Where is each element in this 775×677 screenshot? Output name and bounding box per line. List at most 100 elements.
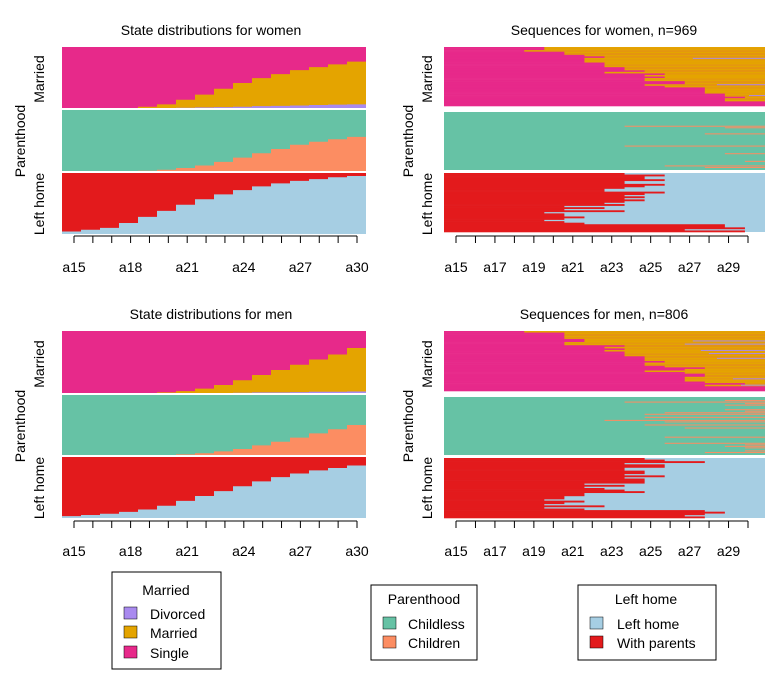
legend-label-with-parents: With parents — [617, 635, 696, 651]
sequence-with-parents — [444, 476, 625, 479]
legend-swatch-left-home — [589, 616, 604, 630]
men-sequence-x-axis: a15 a17 a19 a21 a23 a25 a27 a29 — [444, 520, 749, 559]
sequence-with-parents — [444, 499, 545, 501]
sequence-with-parents — [444, 177, 645, 180]
sequence-married — [704, 90, 765, 93]
sequence-married — [704, 88, 765, 91]
x-tick-label: a27 — [289, 259, 313, 275]
sequence-children — [644, 413, 765, 415]
sequence-single — [444, 362, 765, 365]
sequence-married — [704, 375, 765, 378]
sequence-with-parents — [444, 470, 645, 473]
sequence-with-parents — [444, 216, 585, 219]
sequence-with-parents — [444, 503, 545, 506]
sequence-married — [544, 47, 765, 49]
sequence-married — [684, 82, 765, 85]
sequence-children — [664, 412, 765, 414]
x-tick-label: a19 — [522, 259, 546, 275]
sequence-married — [564, 334, 765, 337]
sequence-with-parents — [444, 513, 705, 516]
men-sequence-plot — [444, 331, 765, 519]
sequence-married — [564, 342, 765, 344]
sequence-with-parents — [444, 465, 665, 468]
sequence-children — [744, 410, 765, 412]
sequence-children — [664, 421, 765, 423]
sequence-single — [444, 98, 765, 101]
area-married — [62, 348, 366, 393]
sequence-children — [664, 436, 765, 438]
legend-swatch-childless — [382, 616, 397, 630]
sequence-single — [444, 348, 765, 351]
sequence-married — [584, 59, 765, 62]
sequence-married — [624, 345, 765, 348]
sequence-single — [444, 378, 765, 381]
sequence-children — [744, 447, 765, 449]
sequence-single — [444, 384, 765, 387]
channel-label-married: Married — [419, 340, 435, 387]
sequence-with-parents — [444, 204, 625, 206]
area-divorced — [62, 104, 366, 108]
x-tick-label: a17 — [483, 259, 507, 275]
sequence-with-parents — [444, 230, 745, 233]
x-tick-label: a30 — [345, 259, 369, 275]
women-sequence-panel: Sequences for women, n=969 Married Paren… — [400, 22, 765, 275]
sequence-married — [644, 364, 765, 367]
sequence-with-parents — [444, 488, 605, 490]
sequence-married — [704, 87, 765, 90]
sequence-children — [644, 416, 765, 418]
legend-swatch-married — [123, 625, 138, 639]
sequence-children — [624, 125, 765, 127]
sequence-single — [444, 357, 765, 360]
sequence-married — [644, 70, 765, 73]
channel-label-married: Married — [31, 55, 47, 102]
sequence-divorced — [716, 84, 765, 86]
sequence-single — [444, 367, 765, 370]
sequence-children — [744, 444, 765, 446]
legend-married: Married Divorced Married Single — [111, 571, 222, 670]
sequence-married — [584, 60, 765, 63]
sequence-married — [564, 337, 765, 340]
sequence-single — [444, 73, 765, 76]
men-state-distribution-x-axis: a15 a18 a21 a24 a27 a30 — [62, 520, 369, 559]
women-sequence-x-axis: a15 a17 a19 a21 a23 a25 a27 a29 — [444, 235, 749, 275]
x-tick-label: a21 — [176, 543, 200, 559]
sequence-single — [444, 79, 765, 82]
sequence-married — [604, 346, 765, 349]
sequence-children — [724, 153, 765, 155]
sequence-married — [624, 68, 765, 71]
sequence-married — [564, 332, 765, 335]
x-tick-label: a21 — [561, 259, 585, 275]
sequence-married — [524, 50, 765, 52]
sequence-single — [444, 76, 765, 79]
sequence-single — [444, 364, 765, 367]
sequence-married — [604, 62, 765, 65]
legend-parenthood-title: Parenthood — [388, 591, 460, 607]
sequence-single — [444, 90, 765, 93]
sequence-married — [704, 381, 765, 384]
channel-label-left-home: Left home — [419, 173, 435, 235]
sequence-children — [624, 401, 765, 403]
sequence-children — [704, 166, 765, 168]
sequence-children — [724, 404, 765, 406]
sequence-with-parents — [444, 179, 665, 182]
sequence-with-parents — [444, 188, 605, 191]
sequence-single — [444, 372, 765, 374]
sequence-with-parents — [444, 200, 625, 203]
sequence-single — [444, 386, 765, 389]
sequence-divorced — [692, 57, 765, 59]
sequence-married — [604, 56, 765, 59]
area-left-home — [62, 176, 366, 234]
sequence-married — [544, 48, 765, 51]
sequence-single — [444, 104, 765, 107]
women-sequence-plot — [444, 47, 765, 233]
sequence-with-parents — [444, 492, 585, 495]
sequence-with-parents — [444, 481, 645, 484]
sequence-single — [444, 375, 765, 378]
channel-label-left-home: Left home — [31, 457, 47, 519]
sequence-with-parents — [444, 211, 545, 214]
sequence-with-parents — [444, 514, 685, 517]
sequence-children — [704, 451, 765, 453]
sequence-single — [444, 99, 765, 102]
sequence-with-parents — [444, 190, 605, 192]
sequence-married — [684, 372, 765, 374]
